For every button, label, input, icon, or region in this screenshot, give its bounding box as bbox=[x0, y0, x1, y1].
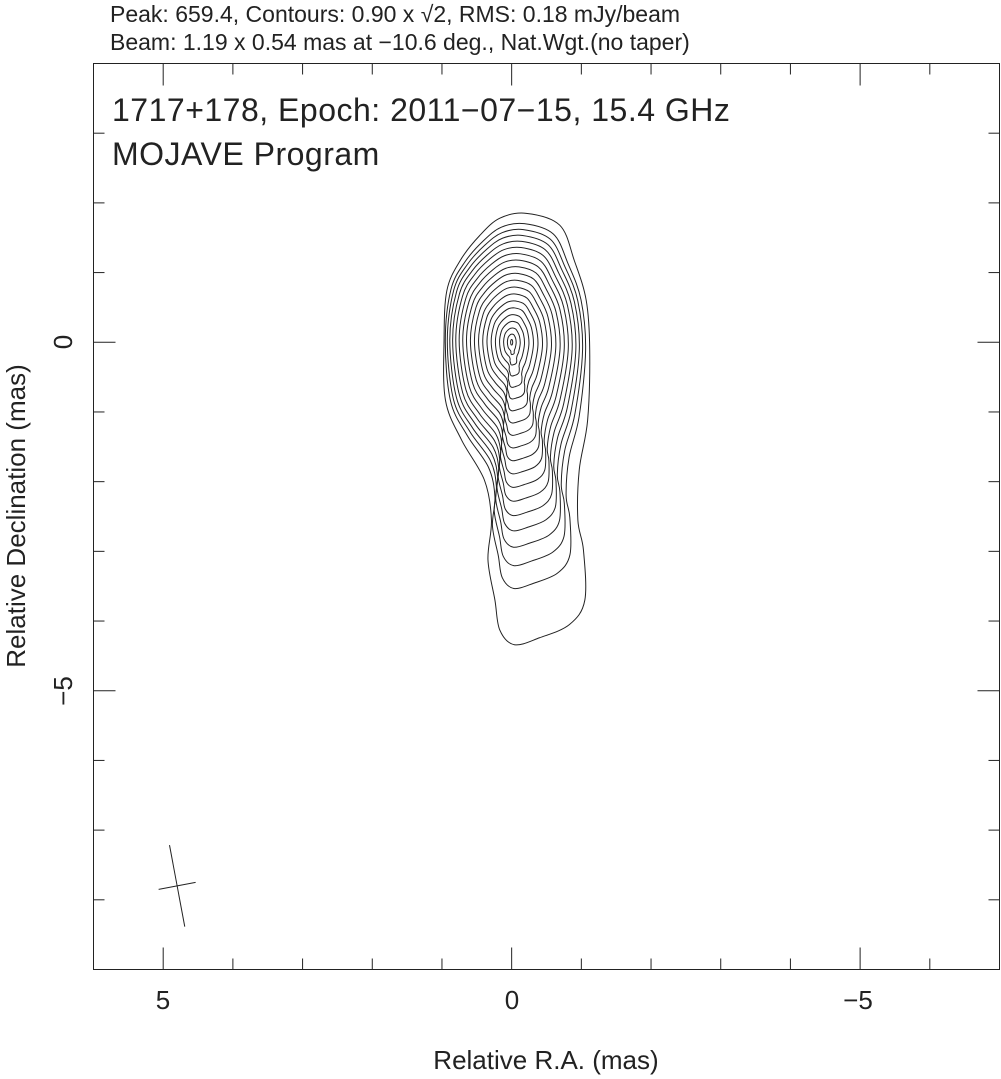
chart-subtitle: MOJAVE Program bbox=[112, 136, 380, 172]
chart-title: 1717+178, Epoch: 2011−07−15, 15.4 GHz bbox=[112, 92, 730, 128]
x-tick-label-5: 5 bbox=[156, 985, 170, 1015]
y-tick-label-0: 0 bbox=[48, 335, 78, 349]
contour-level bbox=[510, 338, 514, 346]
contour-level bbox=[443, 212, 591, 646]
contour-level bbox=[499, 320, 526, 377]
contour-level bbox=[446, 228, 584, 567]
contour-level bbox=[482, 293, 544, 424]
contour-level bbox=[466, 266, 561, 475]
header-line-1: Peak: 659.4, Contours: 0.90 x √2, RMS: 0… bbox=[110, 1, 680, 27]
contour-level bbox=[503, 327, 521, 366]
contour-level bbox=[486, 300, 539, 412]
axis-ticks bbox=[93, 63, 1000, 970]
contour-level bbox=[506, 333, 517, 356]
contour-level bbox=[455, 246, 573, 517]
contour-level bbox=[473, 279, 552, 449]
x-tick-label-0: 0 bbox=[505, 985, 519, 1015]
contour-level bbox=[490, 307, 534, 400]
y-axis-label: Relative Declination (mas) bbox=[1, 364, 31, 667]
contour-level bbox=[444, 222, 587, 590]
x-tick-label-minus5: −5 bbox=[843, 985, 873, 1015]
beam-cross bbox=[158, 845, 196, 927]
plot-frame bbox=[93, 63, 1000, 970]
contour-level bbox=[452, 240, 577, 532]
contours bbox=[443, 212, 591, 646]
contour-level bbox=[494, 314, 530, 388]
contour-level bbox=[458, 252, 569, 502]
contour-level bbox=[449, 234, 580, 548]
beam-minor-axis bbox=[158, 881, 196, 890]
y-tick-label-minus5: −5 bbox=[48, 676, 78, 706]
contour-level bbox=[469, 272, 557, 462]
contour-level bbox=[462, 259, 565, 488]
x-axis-label: Relative R.A. (mas) bbox=[433, 1045, 658, 1075]
contour-level bbox=[478, 286, 548, 436]
header-line-2: Beam: 1.19 x 0.54 mas at −10.6 deg., Nat… bbox=[110, 29, 690, 55]
